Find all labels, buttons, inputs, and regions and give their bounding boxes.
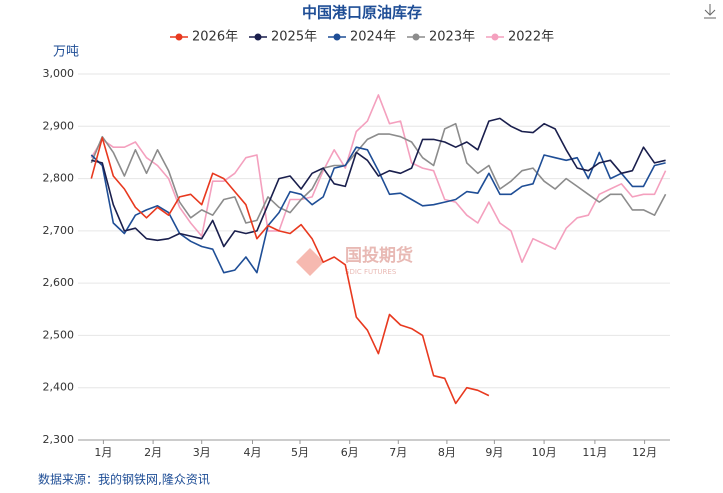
series-line [91,117,666,248]
y-tick-label: 2,300 [43,433,75,446]
legend-label: 2022年 [508,30,554,45]
legend-label: 2026年 [192,30,238,45]
legend-marker [412,33,420,41]
x-tick-label: 7月 [389,446,407,459]
x-tick-label: 11月 [582,446,607,459]
series-line [90,137,490,405]
y-tick-label: 2,800 [43,172,75,185]
y-tick-label: 2,500 [43,328,75,341]
watermark-text: 国投期货 [345,245,413,266]
legend-item[interactable]: 2022年 [486,30,554,45]
watermark-subtext: SDIC FUTURES [345,268,397,276]
legend-item[interactable]: 2023年 [407,30,475,45]
x-tick-label: 4月 [244,446,262,459]
x-tick-label: 6月 [341,446,359,459]
x-tick-label: 5月 [291,446,309,459]
legend-item[interactable]: 2024年 [328,30,396,45]
series-line [90,146,666,274]
watermark-logo [296,248,324,276]
y-tick-label: 2,600 [43,276,75,289]
legend-label: 2025年 [271,30,317,45]
series-line [90,94,667,263]
x-tick-label: 1月 [94,446,112,459]
source: 数据来源：我的钢铁网,隆众资讯 [38,472,210,487]
legend-item[interactable]: 2026年 [170,30,238,45]
x-tick-label: 12月 [632,446,657,459]
x-tick-label: 9月 [485,446,503,459]
y-tick-label: 2,400 [43,381,75,394]
y-tick-label: 3,000 [43,67,75,80]
x-tick-label: 3月 [193,446,211,459]
legend-marker [175,33,183,41]
x-tick-label: 2月 [144,446,162,459]
legend-marker [254,33,262,41]
legend-item[interactable]: 2025年 [249,30,317,45]
download-icon[interactable] [704,4,716,19]
legend-marker [491,33,499,41]
legend-label: 2024年 [350,30,396,45]
y-axis-label: 万吨 [53,45,79,60]
legend-label: 2023年 [429,30,475,45]
x-tick-label: 8月 [438,446,456,459]
chart-title: 中国港口原油库存 [302,4,422,22]
y-tick-label: 2,900 [43,119,75,132]
watermark: 国投期货 SDIC FUTURES [296,245,413,276]
legend-marker [333,33,341,41]
y-tick-label: 2,700 [43,224,75,237]
series-line [90,122,667,224]
x-tick-label: 10月 [532,446,557,459]
